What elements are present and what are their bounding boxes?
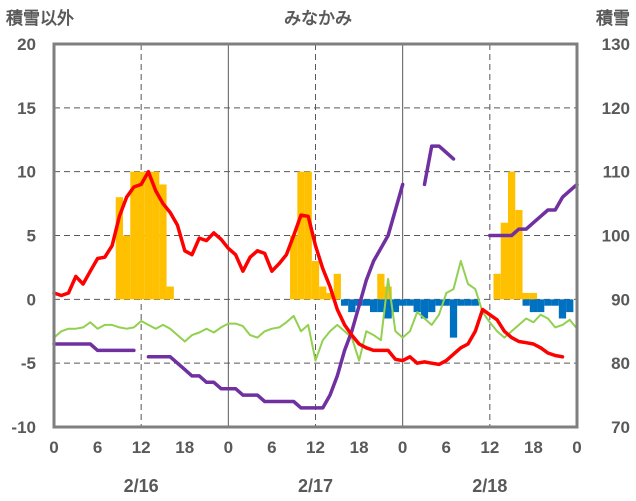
right-tick-label: 100 bbox=[602, 227, 630, 246]
melt-bar bbox=[449, 299, 458, 338]
snowfall-bar bbox=[529, 292, 538, 300]
right-tick-label: 120 bbox=[602, 99, 630, 118]
snowfall-bar bbox=[522, 292, 530, 300]
melt-bar bbox=[544, 299, 552, 306]
right-axis-ticks: 130 120 110 100 90 80 70 bbox=[602, 35, 630, 437]
plot-border bbox=[52, 42, 579, 429]
melt-bar bbox=[348, 299, 356, 313]
right-tick-label: 70 bbox=[611, 418, 630, 437]
snow_depth-line bbox=[146, 182, 405, 410]
snowfall-bar bbox=[152, 171, 160, 300]
melt-bar bbox=[391, 299, 400, 313]
x-tick-label: 18 bbox=[524, 438, 543, 457]
left-axis-ticks: 20 15 10 5 0 -5 -10 bbox=[11, 35, 36, 437]
melt-bar bbox=[384, 299, 392, 319]
snowfall-bar bbox=[304, 171, 312, 300]
snowfall-bar bbox=[500, 222, 508, 300]
left-tick-label: 5 bbox=[27, 227, 36, 246]
x-tick-label: 12 bbox=[480, 438, 499, 457]
melt-bar bbox=[537, 299, 545, 313]
temperature-line bbox=[52, 169, 565, 367]
melt-bar bbox=[551, 299, 559, 306]
snowfall-bar bbox=[384, 286, 392, 300]
melt-bar bbox=[529, 299, 538, 313]
snowfall-bar bbox=[159, 184, 167, 300]
chart-title: みなかみ bbox=[284, 9, 352, 29]
melt-bar bbox=[362, 299, 370, 306]
date-labels: 2/16 2/17 2/18 bbox=[124, 476, 508, 496]
x-tick-label: 0 bbox=[572, 438, 581, 457]
right-tick-label: 90 bbox=[611, 290, 630, 309]
x-tick-label: 6 bbox=[267, 438, 276, 457]
x-tick-label: 6 bbox=[93, 438, 102, 457]
right-tick-label: 80 bbox=[611, 354, 630, 373]
snowfall-bar bbox=[166, 286, 174, 300]
snow_depth-line bbox=[52, 342, 136, 353]
melt-bar bbox=[428, 299, 436, 313]
melt-bar bbox=[399, 299, 407, 306]
snowfall-bar bbox=[377, 273, 385, 300]
plot-frame bbox=[52, 42, 579, 429]
x-tick-label: 6 bbox=[442, 438, 451, 457]
x-tick-label: 0 bbox=[224, 438, 233, 457]
melt-bar bbox=[340, 299, 349, 306]
snowfall-bar bbox=[115, 197, 124, 300]
melt-bar bbox=[435, 299, 443, 306]
snowfall-bar bbox=[290, 235, 298, 300]
melt-bar bbox=[522, 299, 530, 306]
snowfall-bar bbox=[130, 171, 138, 300]
snowfall-bar bbox=[144, 171, 153, 300]
left-tick-label: 10 bbox=[17, 163, 36, 182]
melt-bar bbox=[369, 299, 378, 313]
melt-bar bbox=[420, 299, 429, 319]
x-tick-label: 0 bbox=[49, 438, 58, 457]
left-tick-label: 15 bbox=[17, 99, 36, 118]
left-tick-label: 20 bbox=[17, 35, 36, 54]
snowfall-bar bbox=[319, 286, 327, 300]
left-tick-label: -5 bbox=[21, 354, 36, 373]
melt-bar bbox=[471, 299, 479, 306]
date-label: 2/18 bbox=[472, 476, 507, 496]
snowfall-bar bbox=[297, 171, 305, 300]
snowfall-bar bbox=[333, 273, 341, 300]
snowfall-bar bbox=[493, 273, 501, 300]
snow_depth-line bbox=[488, 182, 579, 238]
precipitation-line bbox=[53, 260, 578, 362]
snowfall-bar bbox=[515, 209, 523, 300]
date-label: 2/16 bbox=[124, 476, 159, 496]
right-tick-label: 110 bbox=[603, 163, 630, 182]
snowfall-bar bbox=[326, 292, 334, 300]
left-tick-label: -10 bbox=[11, 418, 36, 437]
x-tick-label: 12 bbox=[132, 438, 151, 457]
right-axis-label: 積雪 bbox=[596, 8, 630, 29]
left-tick-label: 0 bbox=[27, 290, 36, 309]
line-series bbox=[52, 144, 579, 410]
melt-bar bbox=[377, 299, 385, 313]
melt-bar bbox=[566, 299, 574, 313]
melt-bar bbox=[558, 299, 567, 319]
date-label: 2/17 bbox=[298, 476, 333, 496]
x-tick-label: 18 bbox=[175, 438, 194, 457]
right-tick-label: 130 bbox=[602, 35, 630, 54]
bar-series bbox=[115, 171, 574, 338]
x-tick-label: 18 bbox=[350, 438, 369, 457]
x-tick-label: 0 bbox=[398, 438, 407, 457]
melt-bar bbox=[406, 299, 414, 306]
snow_depth-line bbox=[422, 144, 456, 187]
melt-bar bbox=[413, 299, 421, 313]
x-tick-label: 12 bbox=[306, 438, 325, 457]
left-axis-label: 積雪以外 bbox=[6, 8, 74, 29]
header: 積雪以外 みなかみ 積雪 bbox=[6, 8, 630, 29]
melt-bar bbox=[457, 299, 465, 306]
melt-bar bbox=[464, 299, 472, 306]
snowfall-bar bbox=[123, 235, 131, 300]
snowfall-bar bbox=[311, 261, 320, 300]
melt-bar bbox=[442, 299, 450, 306]
snowfall-bar bbox=[137, 171, 145, 300]
x-axis-ticks: 0 6 12 18 0 6 12 18 0 6 12 18 0 bbox=[49, 438, 581, 457]
